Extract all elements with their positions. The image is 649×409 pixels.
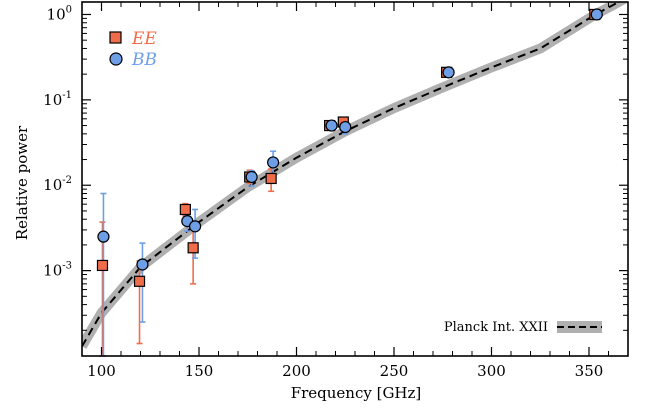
data-point-bb — [245, 170, 258, 184]
data-point-bb — [590, 8, 603, 21]
data-point-bb — [339, 120, 352, 134]
model-band — [82, 2, 628, 349]
legend: EE BB — [109, 29, 157, 70]
data-point-ee — [133, 275, 146, 287]
data-point-bb — [136, 258, 149, 271]
data-point-bb — [325, 119, 338, 132]
error-bars — [99, 12, 600, 357]
axes — [81, 1, 629, 357]
data-point-bb — [189, 220, 202, 233]
model-curve — [82, 2, 621, 347]
annotation-label: Planck Int. XXII — [444, 320, 548, 335]
x-tick-label: 150 — [185, 362, 214, 380]
legend-label-ee: EE — [131, 29, 157, 49]
y-tick-label: 10-3 — [43, 261, 72, 280]
model-annotation: Planck Int. XXII — [444, 320, 602, 335]
data-point-ee — [265, 172, 277, 185]
x-tick-label: 300 — [477, 362, 506, 380]
legend-label-bb: BB — [131, 50, 157, 70]
x-axis-title: Frequency [GHz] — [291, 384, 422, 402]
model-line — [82, 2, 621, 347]
data-point-bb — [267, 156, 280, 169]
axis-ticks: 100 150 200 250 300 350 10-3 10-2 10-1 100 — [43, 2, 629, 380]
x-tick-label: 100 — [87, 362, 116, 380]
data-point-bb — [442, 66, 455, 79]
data-points — [96, 8, 603, 287]
y-tick-label: 10-1 — [43, 90, 72, 109]
x-tick-label: 350 — [575, 362, 604, 380]
y-tick-label: 100 — [47, 4, 72, 23]
data-point-ee — [96, 259, 109, 272]
data-point-bb — [97, 230, 110, 243]
x-tick-label: 200 — [282, 362, 311, 380]
data-point-ee — [179, 203, 191, 216]
y-axis-title: Relative power — [13, 125, 31, 240]
legend-marker-ee — [109, 31, 122, 44]
model-band-path — [82, 2, 628, 349]
plot-frame — [81, 1, 629, 357]
x-tick-label: 250 — [380, 362, 409, 380]
data-point-ee — [187, 242, 199, 254]
y-tick-label: 10-2 — [43, 175, 72, 194]
legend-marker-bb — [109, 52, 123, 66]
